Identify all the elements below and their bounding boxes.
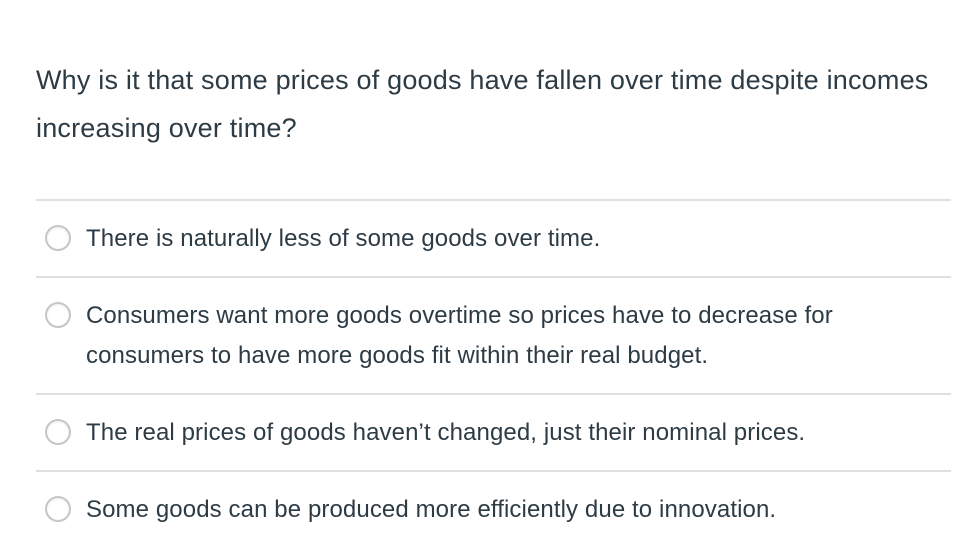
radio-button[interactable]	[45, 225, 71, 251]
answer-label[interactable]: Some goods can be produced more efficien…	[86, 496, 777, 523]
answer-options-list: There is naturally less of some goods ov…	[36, 199, 951, 547]
answer-label[interactable]: There is naturally less of some goods ov…	[86, 225, 601, 252]
quiz-question-panel: Why is it that some prices of goods have…	[0, 56, 976, 547]
answer-option-4[interactable]: Some goods can be produced more efficien…	[36, 470, 951, 547]
answer-label[interactable]: The real prices of goods haven’t changed…	[86, 419, 806, 446]
question-text: Why is it that some prices of goods have…	[36, 65, 929, 143]
radio-button[interactable]	[45, 496, 71, 522]
radio-button[interactable]	[45, 419, 71, 445]
answer-label[interactable]: Consumers want more goods overtime so pr…	[86, 302, 833, 369]
answer-option-1[interactable]: There is naturally less of some goods ov…	[36, 199, 951, 276]
radio-button[interactable]	[45, 302, 71, 328]
answer-option-2[interactable]: Consumers want more goods overtime so pr…	[36, 276, 951, 393]
answer-option-3[interactable]: The real prices of goods haven’t changed…	[36, 393, 951, 470]
